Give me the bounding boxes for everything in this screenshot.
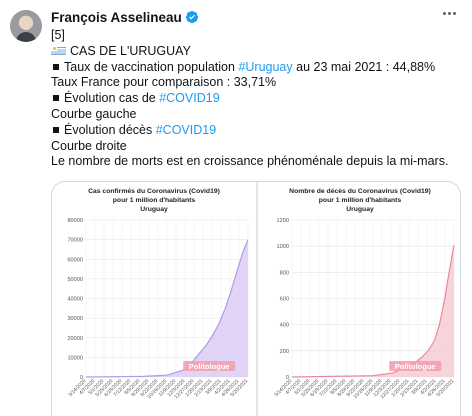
series-line bbox=[291, 244, 455, 378]
cases-chart-image[interactable]: Cas confirmés du Coronavirus (Covid19) po… bbox=[52, 182, 256, 416]
y-tick-label: 20000 bbox=[67, 336, 83, 342]
y-tick-label: 1000 bbox=[277, 244, 289, 250]
tweet-text-segment: CAS DE L'URUGUAY bbox=[70, 43, 191, 58]
avatar[interactable] bbox=[10, 10, 42, 42]
deaths-chart: Nombre de décès du Coronavirus (Covid19)… bbox=[273, 188, 455, 400]
square-bullet-icon bbox=[53, 63, 59, 70]
square-bullet-icon bbox=[53, 95, 59, 102]
watermark-text: Politologue bbox=[189, 362, 230, 371]
deaths-chart-image[interactable]: Nombre de décès du Coronavirus (Covid19)… bbox=[258, 182, 460, 416]
tweet-line: Taux de vaccination population #Uruguay … bbox=[51, 60, 461, 76]
y-tick-label: 200 bbox=[280, 349, 289, 355]
chart-title: Uruguay bbox=[346, 206, 374, 213]
tweet-line: Évolution cas de #COVID19 bbox=[51, 91, 461, 107]
chart-title: Nombre de décès du Coronavirus (Covid19) bbox=[289, 188, 431, 195]
y-tick-label: 70000 bbox=[67, 238, 83, 244]
y-tick-label: 60000 bbox=[67, 257, 83, 263]
tweet-text-segment: Courbe gauche bbox=[51, 106, 137, 121]
tweet-text-segment: [5] bbox=[51, 28, 65, 42]
hashtag-link[interactable]: #Uruguay bbox=[238, 59, 293, 74]
y-tick-label: 0 bbox=[286, 375, 289, 381]
more-options-icon[interactable] bbox=[443, 12, 456, 15]
tweet-line: [5] bbox=[51, 28, 461, 44]
watermark-text: Politologue bbox=[395, 362, 436, 371]
y-tick-label: 0 bbox=[80, 375, 83, 381]
hashtag-link[interactable]: #COVID19 bbox=[155, 122, 217, 137]
y-tick-label: 30000 bbox=[67, 316, 83, 322]
square-bullet-icon bbox=[53, 126, 59, 133]
hashtag-link[interactable]: #COVID19 bbox=[159, 91, 220, 106]
y-tick-label: 1200 bbox=[277, 218, 289, 224]
tweet-text-segment: Courbe droite bbox=[51, 138, 127, 153]
y-tick-label: 400 bbox=[280, 323, 289, 329]
y-tick-label: 80000 bbox=[67, 218, 83, 224]
y-tick-label: 50000 bbox=[67, 277, 83, 283]
verified-badge-icon bbox=[185, 10, 198, 24]
series-line bbox=[85, 239, 249, 378]
tweet-text-segment: Le nombre de morts est en croissance phé… bbox=[51, 154, 449, 169]
tweet-line: Courbe gauche bbox=[51, 107, 461, 123]
tweet-header: François Asselineau bbox=[51, 8, 199, 26]
y-tick-label: 800 bbox=[280, 270, 289, 276]
tweet-line: Le nombre de morts est en croissance phé… bbox=[51, 154, 461, 170]
y-tick-label: 40000 bbox=[67, 297, 83, 303]
tweet-media[interactable]: Cas confirmés du Coronavirus (Covid19) po… bbox=[51, 181, 461, 416]
y-tick-label: 600 bbox=[280, 297, 289, 303]
y-tick-label: 10000 bbox=[67, 355, 83, 361]
author-name[interactable]: François Asselineau bbox=[51, 9, 182, 25]
tweet-text-segment: Évolution décès bbox=[64, 122, 156, 137]
chart-title: Cas confirmés du Coronavirus (Covid19) bbox=[88, 188, 220, 195]
tweet-line: CAS DE L'URUGUAY bbox=[51, 44, 461, 60]
uruguay-flag-icon bbox=[51, 45, 66, 56]
tweet-text-segment: Taux France pour comparaison : 33,71% bbox=[51, 75, 277, 90]
tweet-text-segment: Taux de vaccination population bbox=[64, 59, 239, 74]
tweet-text: [5] CAS DE L'URUGUAY Taux de vaccination p… bbox=[51, 28, 461, 170]
watermark-badge bbox=[183, 361, 236, 371]
tweet-text-segment: Évolution cas de bbox=[64, 91, 160, 106]
tweet-line: Évolution décès #COVID19 bbox=[51, 123, 461, 139]
chart-title: Uruguay bbox=[140, 206, 168, 213]
chart-title: pour 1 million d'habitants bbox=[113, 197, 196, 204]
cases-chart: Cas confirmés du Coronavirus (Covid19) po… bbox=[67, 188, 249, 400]
watermark-badge bbox=[389, 361, 442, 371]
tweet-line: Taux France pour comparaison : 33,71% bbox=[51, 75, 461, 91]
chart-title: pour 1 million d'habitants bbox=[319, 197, 402, 204]
tweet-text-segment: au 23 mai 2021 : 44,88% bbox=[292, 59, 436, 74]
tweet-line: Courbe droite bbox=[51, 139, 461, 155]
